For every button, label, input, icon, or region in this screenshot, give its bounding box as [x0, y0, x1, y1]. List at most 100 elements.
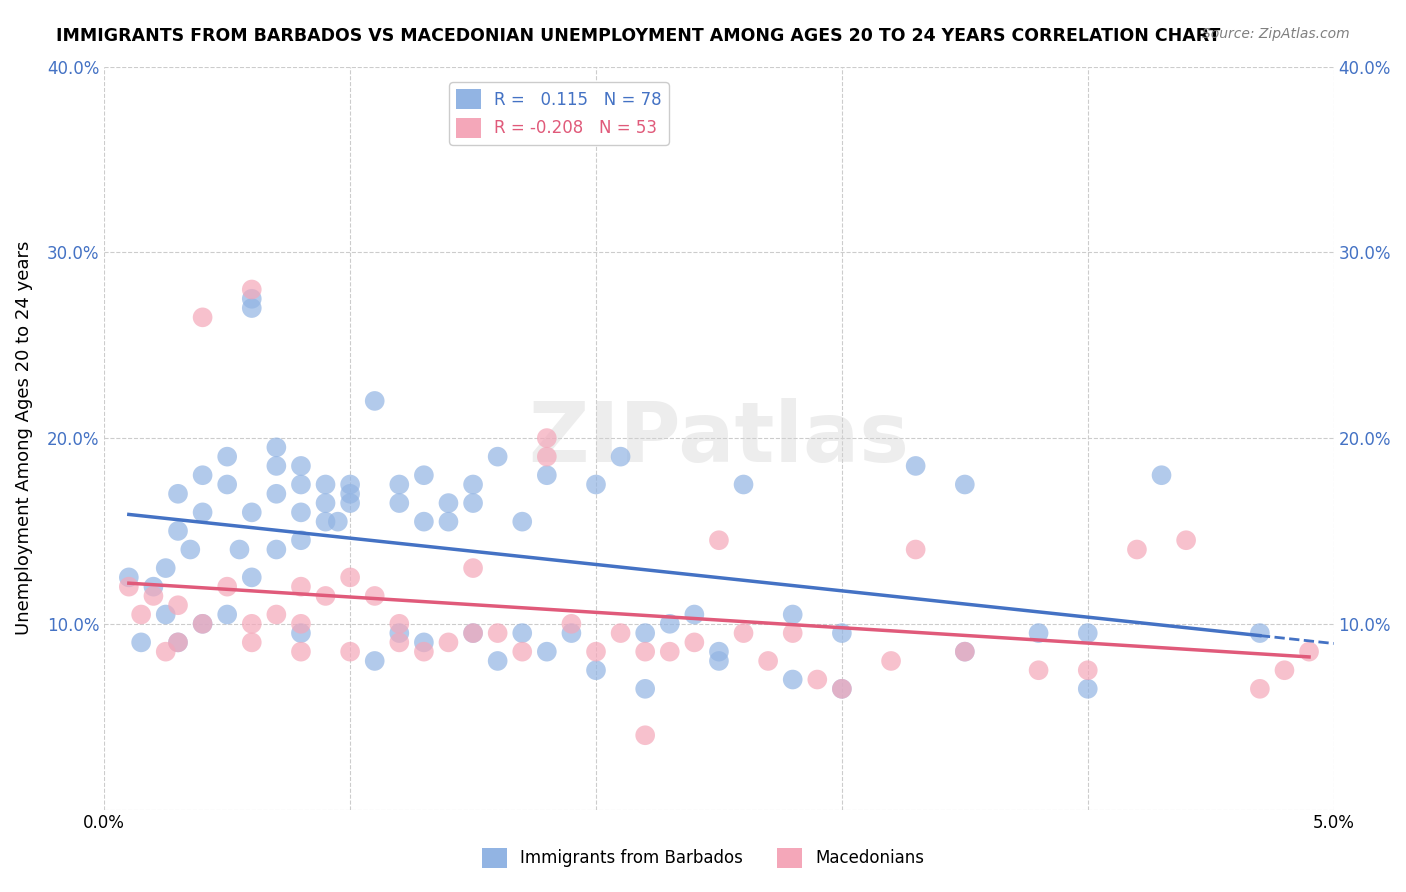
Point — [315, 477, 337, 491]
Point — [217, 580, 239, 594]
Point — [290, 626, 312, 640]
Point — [707, 645, 730, 659]
Point — [191, 616, 214, 631]
Point — [461, 477, 484, 491]
Point — [1077, 663, 1099, 677]
Point — [536, 468, 558, 483]
Point — [560, 626, 582, 640]
Point — [290, 533, 312, 548]
Point — [953, 645, 976, 659]
Point — [683, 635, 706, 649]
Point — [437, 496, 460, 510]
Point — [658, 616, 681, 631]
Point — [585, 645, 607, 659]
Point — [510, 626, 533, 640]
Legend: R =   0.115   N = 78, R = -0.208   N = 53: R = 0.115 N = 78, R = -0.208 N = 53 — [450, 82, 669, 145]
Point — [782, 673, 804, 687]
Point — [953, 645, 976, 659]
Point — [461, 561, 484, 575]
Point — [510, 645, 533, 659]
Point — [191, 616, 214, 631]
Point — [364, 589, 387, 603]
Point — [707, 533, 730, 548]
Point — [240, 292, 263, 306]
Point — [831, 681, 853, 696]
Point — [412, 515, 434, 529]
Point — [585, 663, 607, 677]
Point — [1077, 681, 1099, 696]
Point — [191, 310, 214, 325]
Point — [290, 616, 312, 631]
Point — [707, 654, 730, 668]
Point — [240, 570, 263, 584]
Point — [1150, 468, 1173, 483]
Point — [683, 607, 706, 622]
Point — [904, 542, 927, 557]
Point — [240, 301, 263, 315]
Point — [167, 635, 190, 649]
Point — [142, 589, 165, 603]
Point — [536, 645, 558, 659]
Point — [486, 450, 509, 464]
Point — [733, 626, 755, 640]
Point — [560, 616, 582, 631]
Point — [733, 477, 755, 491]
Point — [155, 645, 177, 659]
Point — [364, 654, 387, 668]
Point — [1175, 533, 1198, 548]
Point — [118, 570, 141, 584]
Point — [585, 477, 607, 491]
Point — [1028, 663, 1050, 677]
Point — [388, 496, 411, 510]
Point — [461, 496, 484, 510]
Point — [167, 635, 190, 649]
Point — [634, 681, 657, 696]
Point — [1126, 542, 1149, 557]
Point — [191, 468, 214, 483]
Point — [806, 673, 828, 687]
Point — [339, 477, 361, 491]
Point — [1298, 645, 1320, 659]
Point — [240, 635, 263, 649]
Point — [266, 607, 288, 622]
Point — [339, 496, 361, 510]
Point — [240, 616, 263, 631]
Point — [782, 607, 804, 622]
Point — [536, 431, 558, 445]
Point — [953, 477, 976, 491]
Point — [228, 542, 250, 557]
Point — [290, 580, 312, 594]
Point — [217, 450, 239, 464]
Point — [510, 515, 533, 529]
Point — [290, 458, 312, 473]
Point — [437, 635, 460, 649]
Point — [290, 505, 312, 519]
Point — [634, 626, 657, 640]
Point — [388, 635, 411, 649]
Point — [1274, 663, 1296, 677]
Point — [634, 728, 657, 742]
Point — [1249, 681, 1271, 696]
Point — [388, 626, 411, 640]
Point — [266, 441, 288, 455]
Point — [1077, 626, 1099, 640]
Point — [388, 477, 411, 491]
Point — [1028, 626, 1050, 640]
Point — [904, 458, 927, 473]
Point — [364, 393, 387, 408]
Point — [179, 542, 201, 557]
Point — [880, 654, 903, 668]
Point — [326, 515, 349, 529]
Point — [412, 468, 434, 483]
Point — [634, 645, 657, 659]
Point — [486, 626, 509, 640]
Point — [339, 570, 361, 584]
Point — [609, 626, 631, 640]
Point — [486, 654, 509, 668]
Point — [290, 645, 312, 659]
Point — [217, 607, 239, 622]
Point — [266, 542, 288, 557]
Point — [191, 505, 214, 519]
Point — [129, 635, 152, 649]
Point — [658, 645, 681, 659]
